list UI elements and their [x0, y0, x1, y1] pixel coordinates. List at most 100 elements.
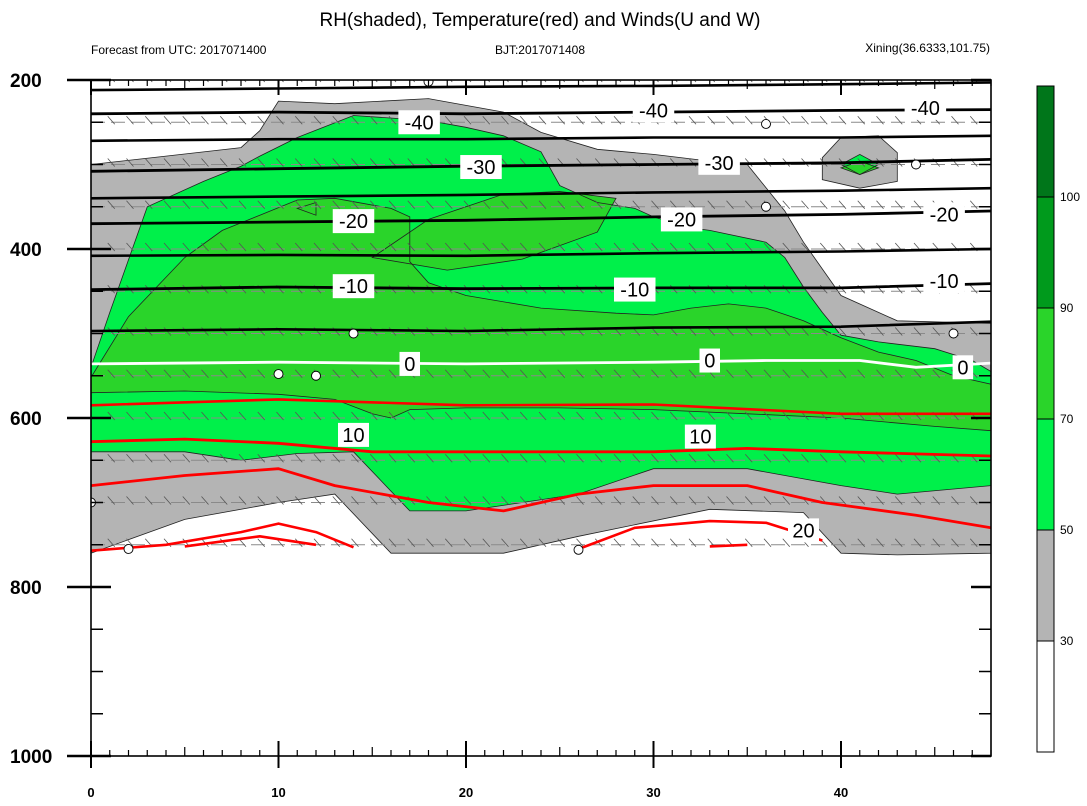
- wind-barb: [688, 327, 697, 336]
- wind-barb: [407, 453, 416, 463]
- wind-barb: [669, 327, 678, 336]
- wind-barb: [501, 496, 509, 505]
- wind-barb: [838, 115, 847, 125]
- wind-barb: [388, 411, 397, 421]
- wind-barb: [688, 411, 697, 421]
- wind-barb: [726, 496, 734, 505]
- wind-barb: [782, 411, 791, 421]
- wind-barb: [688, 496, 697, 505]
- wind-barb: [744, 327, 753, 336]
- wind-barb: [426, 538, 434, 548]
- contour-label-14: 10: [342, 425, 364, 447]
- colorbar-label-50: 50: [1060, 523, 1074, 537]
- wind-barb: [707, 200, 716, 210]
- wind-barb: [838, 496, 847, 505]
- wind-barb: [107, 411, 116, 421]
- contour-label-box-5: [332, 209, 375, 234]
- contour-label-13: 0: [957, 357, 968, 379]
- wind-barb: [519, 242, 528, 252]
- contour-label-16: 20: [792, 520, 814, 542]
- wind-barb: [332, 453, 341, 463]
- wind-barb: [482, 115, 491, 125]
- wind-barb: [726, 115, 734, 125]
- wind-barb: [613, 369, 622, 379]
- wind-barb: [294, 369, 303, 379]
- wind-barb: [726, 411, 734, 421]
- wind-barb: [351, 158, 359, 167]
- calm-wind-marker-2: [311, 370, 321, 381]
- wind-barb: [594, 411, 603, 421]
- wind-barb: [538, 453, 547, 463]
- wind-barb: [294, 242, 303, 252]
- wind-barb: [163, 115, 172, 125]
- isotherm-line-9: [709, 543, 748, 548]
- wind-barb: [707, 327, 716, 336]
- wind-barb: [238, 200, 247, 210]
- wind-barb: [876, 453, 884, 463]
- wind-barb: [276, 158, 284, 167]
- x-tick-label-0: 0: [87, 785, 94, 800]
- wind-barb: [894, 327, 903, 336]
- wind-barb: [501, 115, 509, 125]
- wind-barb: [613, 200, 622, 210]
- wind-barb: [182, 200, 191, 210]
- isotherm--20: [91, 209, 991, 226]
- wind-barb: [707, 242, 716, 252]
- colorbar-label-100: 100: [1060, 190, 1080, 204]
- wind-barb: [688, 242, 697, 252]
- y-tick-label-600: 600: [10, 409, 42, 430]
- wind-barb: [538, 369, 547, 379]
- wind-barb: [313, 538, 322, 548]
- isotherm--40: [91, 108, 991, 116]
- wind-barb: [107, 115, 116, 125]
- wind-barb: [369, 411, 378, 421]
- contour-label-box-13: [952, 355, 974, 380]
- wind-barb: [969, 284, 978, 294]
- wind-barb: [632, 242, 641, 252]
- wind-barb: [669, 538, 678, 548]
- wind-barb: [726, 242, 734, 252]
- wind-barb: [463, 200, 472, 210]
- wind-barb: [407, 242, 416, 252]
- wind-barb: [932, 538, 941, 548]
- contour-label-9: -10: [620, 280, 649, 302]
- wind-barb: [557, 242, 566, 252]
- wind-barb: [332, 411, 341, 421]
- wind-barb: [426, 453, 434, 463]
- wind-barb: [388, 115, 397, 125]
- wind-barb: [182, 496, 191, 505]
- wind-barb: [951, 538, 959, 548]
- wind-barb: [501, 411, 509, 421]
- wind-barb: [838, 538, 847, 548]
- wind-barb: [519, 538, 528, 548]
- wind-barb: [613, 411, 622, 421]
- x-tick-label-40: 40: [834, 785, 848, 800]
- isotherm-line-7: [184, 535, 317, 548]
- wind-barb: [501, 200, 509, 210]
- wind-barb: [463, 242, 472, 252]
- wind-barb: [426, 158, 434, 167]
- wind-barb: [144, 453, 153, 463]
- contour-label-box-16: [788, 518, 819, 543]
- wind-barb: [482, 369, 491, 379]
- contour-label-4: -30: [705, 153, 734, 175]
- isotherm-line-4: [91, 320, 991, 333]
- contour-label-12: 0: [704, 351, 715, 373]
- wind-barb: [594, 242, 603, 252]
- wind-barb: [482, 496, 491, 505]
- wind-barb: [257, 200, 266, 210]
- wind-barb: [163, 411, 172, 421]
- wind-barb: [688, 538, 697, 548]
- wind-barb: [744, 200, 753, 210]
- station-location-label: Xining(36.6333,101.75): [865, 41, 990, 55]
- wind-barb: [876, 327, 884, 336]
- wind-barb: [613, 453, 622, 463]
- wind-barb: [744, 242, 753, 252]
- wind-barb: [932, 496, 941, 505]
- wind-barb: [444, 538, 453, 548]
- contour-label-2: -40: [911, 98, 940, 120]
- wind-barb: [238, 496, 247, 505]
- wind-barb: [838, 369, 847, 379]
- wind-barb: [426, 242, 434, 252]
